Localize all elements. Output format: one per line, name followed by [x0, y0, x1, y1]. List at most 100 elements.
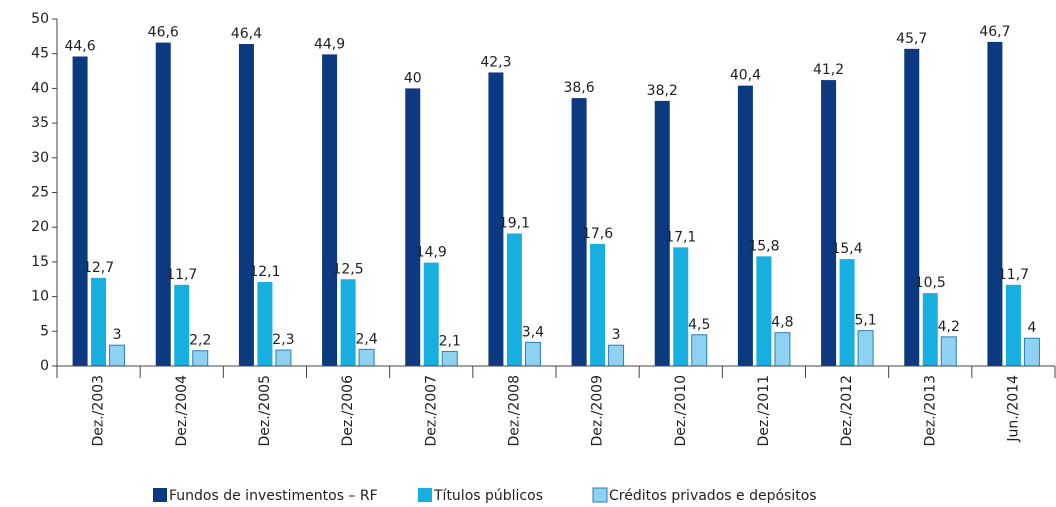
value-label: 46,7 [979, 24, 1010, 40]
x-tick-label: Dez./2004 [174, 375, 190, 447]
value-label: 4 [1027, 320, 1036, 336]
value-label: 45,7 [896, 31, 927, 47]
y-tick-label: 5 [40, 323, 49, 339]
value-label: 4,8 [771, 315, 793, 331]
value-label: 46,6 [148, 25, 179, 41]
value-label: 38,6 [563, 80, 594, 96]
value-label: 3 [113, 327, 122, 343]
value-label: 14,9 [416, 245, 447, 261]
bar [774, 332, 791, 367]
bar [524, 341, 541, 367]
bar [940, 336, 957, 367]
bar [192, 350, 209, 367]
bar [1005, 284, 1021, 366]
value-label: 4,2 [938, 319, 960, 335]
bar [691, 334, 708, 367]
y-tick-label: 10 [31, 289, 49, 305]
value-label: 12,7 [83, 260, 114, 276]
bar [654, 100, 670, 366]
bar [340, 279, 356, 366]
bar [238, 43, 254, 366]
bar [174, 284, 190, 366]
bar [506, 233, 522, 366]
y-tick-label: 15 [31, 254, 49, 270]
value-label: 12,5 [332, 261, 363, 277]
bar [987, 41, 1003, 366]
value-label: 44,6 [64, 38, 95, 54]
bar [91, 277, 107, 366]
value-label: 3,4 [522, 324, 544, 340]
value-label: 40,4 [730, 68, 761, 84]
value-label: 3 [612, 327, 621, 343]
bar [608, 344, 625, 367]
bar [922, 293, 938, 366]
bar [405, 88, 421, 367]
value-label: 15,4 [831, 241, 862, 257]
y-tick-label: 40 [31, 80, 49, 96]
value-label: 17,6 [582, 226, 613, 242]
bar [109, 344, 126, 367]
bar [857, 330, 874, 367]
bar [322, 54, 338, 366]
legend-label: Títulos públicos [433, 488, 543, 504]
value-label: 2,3 [272, 332, 294, 348]
legend-label: Créditos privados e depósitos [609, 488, 817, 504]
bar [423, 262, 439, 366]
bar [441, 350, 458, 367]
value-label: 11,7 [166, 267, 197, 283]
value-label: 12,1 [249, 264, 280, 280]
bar [155, 42, 171, 366]
bar [275, 349, 292, 367]
value-label: 41,2 [813, 62, 844, 78]
x-tick-label: Dez./2006 [340, 375, 356, 447]
value-label: 38,2 [647, 83, 678, 99]
x-tick-label: Dez./2008 [506, 375, 522, 447]
value-label: 2,1 [439, 333, 461, 349]
bar [821, 80, 837, 367]
bar [673, 247, 689, 366]
legend-swatch [592, 487, 608, 503]
value-label: 11,7 [998, 267, 1029, 283]
bar [488, 72, 504, 367]
bar [358, 348, 375, 367]
value-label: 5,1 [854, 313, 876, 329]
bar [571, 98, 587, 366]
value-label: 40 [404, 70, 422, 86]
legend-swatch [153, 488, 167, 502]
value-label: 10,5 [915, 275, 946, 291]
legend-label: Fundos de investimentos – RF [169, 488, 378, 504]
value-label: 4,5 [688, 317, 710, 333]
value-label: 2,4 [355, 331, 377, 347]
value-label: 44,9 [314, 36, 345, 52]
x-tick-label: Dez./2013 [922, 375, 938, 447]
value-label: 17,1 [665, 229, 696, 245]
bar [590, 243, 606, 366]
bar [756, 256, 772, 366]
x-tick-label: Dez./2009 [590, 375, 606, 447]
bar [72, 56, 88, 366]
bar [839, 259, 855, 366]
bar [904, 48, 920, 366]
x-tick-label: Dez./2010 [673, 375, 689, 447]
x-tick-label: Jun./2014 [1005, 375, 1021, 443]
value-label: 19,1 [499, 215, 530, 231]
x-tick-label: Dez./2007 [423, 375, 439, 447]
y-tick-label: 0 [40, 358, 49, 374]
y-tick-label: 25 [31, 185, 49, 201]
value-label: 42,3 [480, 54, 511, 70]
y-tick-label: 50 [31, 11, 49, 27]
bar [1023, 337, 1040, 367]
y-tick-label: 20 [31, 219, 49, 235]
y-tick-label: 30 [31, 150, 49, 166]
bar [737, 85, 753, 367]
bar [257, 282, 273, 366]
x-tick-label: Dez./2003 [91, 375, 107, 447]
value-label: 15,8 [748, 238, 779, 254]
y-tick-label: 35 [31, 115, 49, 131]
x-tick-label: Dez./2012 [839, 375, 855, 447]
y-tick-label: 45 [31, 46, 49, 62]
value-label: 2,2 [189, 333, 211, 349]
x-tick-label: Dez./2005 [257, 375, 273, 447]
x-tick-label: Dez./2011 [756, 375, 772, 447]
